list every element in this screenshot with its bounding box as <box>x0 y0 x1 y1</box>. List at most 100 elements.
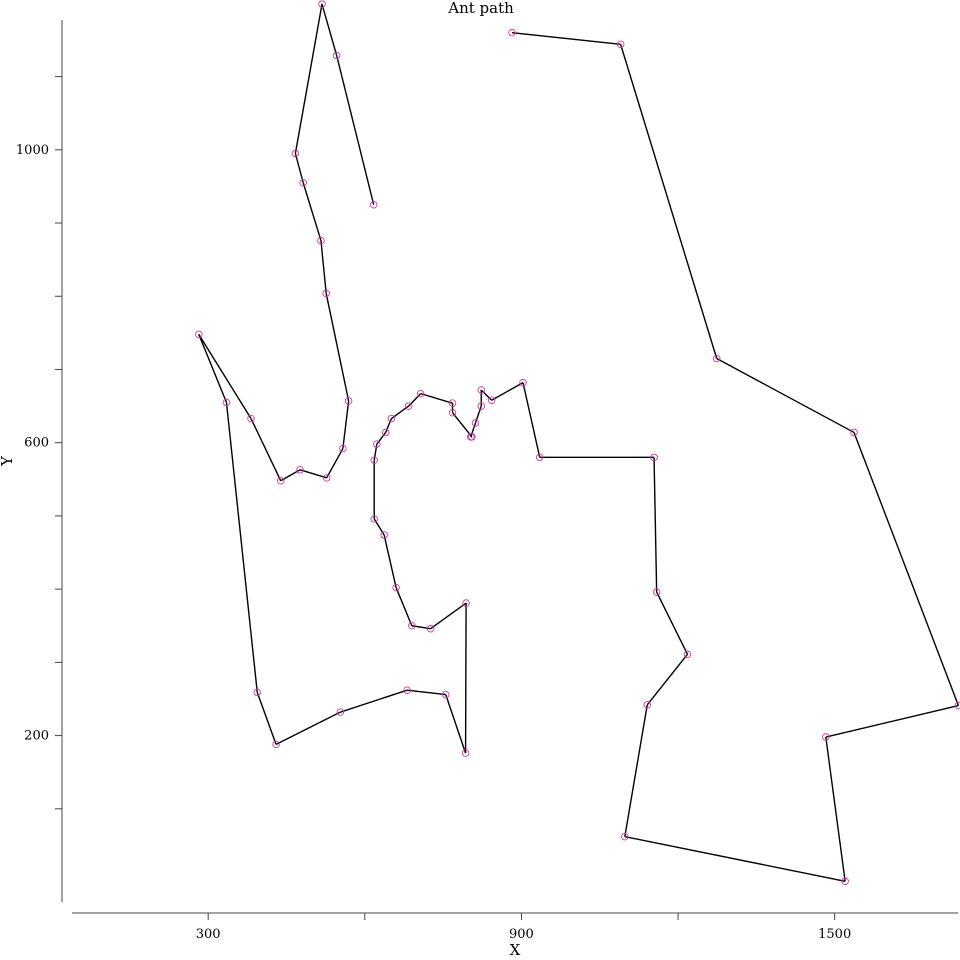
path-segment <box>294 153 304 183</box>
path-segment <box>653 457 658 593</box>
path-point <box>370 515 378 523</box>
path-point <box>373 440 381 448</box>
path-point <box>643 701 652 709</box>
path-point <box>318 0 326 8</box>
path-point <box>336 708 345 716</box>
path-point <box>712 354 721 363</box>
x-axis-label: X <box>510 941 521 959</box>
y-axis-label: Y <box>0 455 16 467</box>
path-segment <box>480 389 493 401</box>
path-segment <box>853 432 960 706</box>
path-segment <box>256 692 277 745</box>
path-point <box>508 28 516 37</box>
path-point <box>471 419 480 427</box>
y-tick-label: 1000 <box>16 143 49 158</box>
path-segment <box>491 382 524 401</box>
path-segment <box>408 393 422 407</box>
x-tick-label: 900 <box>509 927 534 942</box>
path-point <box>296 466 304 474</box>
path-point <box>650 453 658 462</box>
path-point <box>299 179 307 187</box>
path-point <box>954 701 960 710</box>
path-point <box>332 51 341 60</box>
path-segment <box>385 418 393 433</box>
path-point <box>462 599 470 607</box>
path-point <box>369 200 378 209</box>
path-point <box>448 399 457 407</box>
path-segment <box>299 469 327 479</box>
path-segment <box>198 333 252 419</box>
path-segment <box>342 400 350 449</box>
path-segment <box>511 31 621 46</box>
path-point <box>272 740 280 749</box>
path-segment <box>470 422 477 438</box>
path-point <box>253 688 262 697</box>
path-segment <box>198 334 228 403</box>
path-segment <box>373 444 378 461</box>
path-point <box>403 686 411 694</box>
path-point <box>535 453 544 462</box>
path-point <box>461 749 470 757</box>
path-segment <box>335 55 375 205</box>
path-segment <box>445 694 467 754</box>
path-segment <box>250 418 282 482</box>
path-point <box>277 477 285 485</box>
path-segment <box>294 3 323 154</box>
path-segment <box>225 402 258 693</box>
path-point <box>404 402 413 410</box>
path-points <box>195 0 960 886</box>
path-segment <box>340 689 408 713</box>
path-segment <box>646 653 689 706</box>
path-segment <box>275 711 341 745</box>
path-point <box>339 444 347 453</box>
path-point <box>487 396 496 404</box>
path-segment <box>522 382 541 458</box>
path-point <box>322 289 330 298</box>
path-point <box>344 397 353 405</box>
path-point <box>381 428 390 437</box>
path-segment <box>325 293 350 402</box>
plot-area <box>195 0 960 886</box>
path-point <box>477 402 485 410</box>
path-point <box>380 531 388 539</box>
y-tick-label: 600 <box>24 436 49 451</box>
path-point <box>370 456 378 465</box>
path-segment <box>430 602 467 630</box>
path-segment <box>825 704 959 738</box>
path-segment <box>624 835 846 882</box>
path-segment <box>302 182 322 241</box>
path-point <box>683 650 692 659</box>
path-point <box>195 330 203 339</box>
path-segment <box>395 587 413 627</box>
path-segment <box>619 44 718 359</box>
path-point <box>822 733 830 741</box>
path-segment <box>451 412 473 438</box>
path-point <box>448 408 457 417</box>
path-segment <box>624 704 648 837</box>
path-point <box>621 832 629 841</box>
path-point <box>408 622 416 630</box>
path-segment <box>320 240 327 294</box>
path-point <box>222 398 231 407</box>
path-point <box>468 433 476 441</box>
path-point <box>247 414 255 423</box>
path-point <box>387 414 396 423</box>
path-segment <box>474 405 482 424</box>
y-tick-label: 200 <box>24 729 49 744</box>
y-axis-ticks: 200 600 1000 <box>16 76 62 810</box>
x-axis-ticks: 300 900 1500 <box>196 913 851 942</box>
path-point <box>416 389 425 398</box>
path-segment <box>716 357 855 434</box>
path-point <box>392 583 400 592</box>
path-segment <box>326 448 344 479</box>
path-point <box>441 690 450 699</box>
path-point <box>291 149 300 158</box>
path-segment <box>376 432 387 445</box>
path-segment <box>825 736 846 882</box>
path-point <box>322 474 331 482</box>
path-segment <box>420 392 453 404</box>
path-point <box>519 378 527 387</box>
path-point <box>850 428 858 437</box>
x-tick-label: 1500 <box>818 927 851 942</box>
